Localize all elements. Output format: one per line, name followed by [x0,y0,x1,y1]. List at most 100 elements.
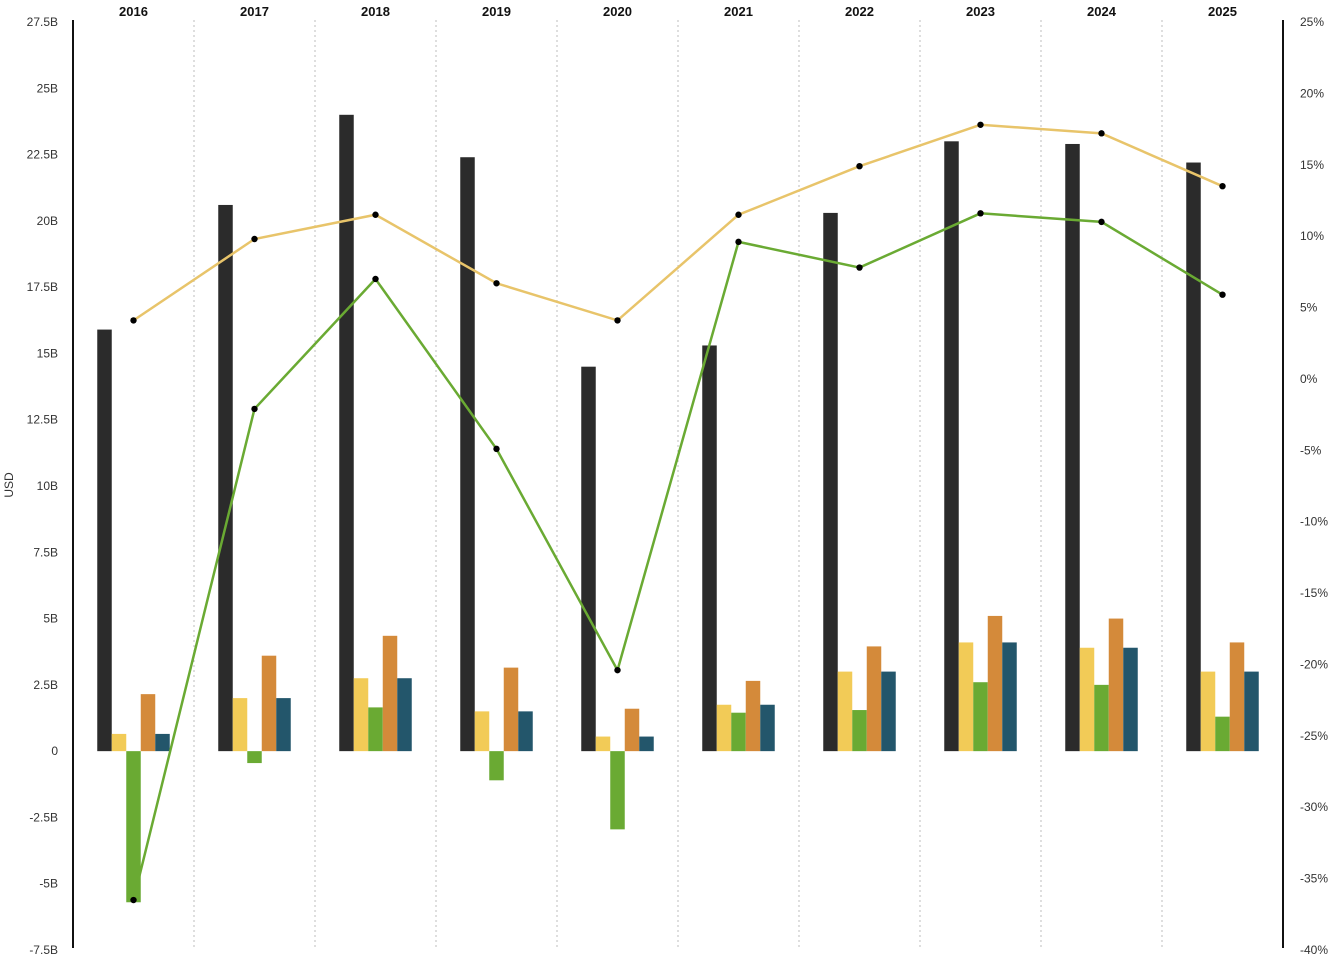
bar-mark [518,711,533,752]
bar-mark [126,751,141,903]
y-tick-label: -7.5B [29,943,58,957]
bar-mark [1123,647,1138,752]
line-series-group [130,121,1226,904]
bar-mark [460,157,475,752]
data-point [251,235,258,243]
x-tick-label: 2024 [1087,4,1117,19]
data-point [977,121,984,128]
bar-mark [881,671,896,752]
x-tick-label: 2017 [240,4,269,19]
bar-mark [1244,671,1259,752]
bar-mark [339,114,354,752]
bar-mark [382,635,398,752]
bar-mark [97,329,112,752]
bar-mark [823,212,838,752]
y2-tick-label: -30% [1300,800,1328,814]
bar-mark [973,682,988,752]
bar-mark [852,710,867,752]
y2-tick-label: -20% [1300,657,1328,671]
bar-mark [702,345,717,752]
y2-tick-label: 0% [1300,372,1318,386]
x-tick-label: 2020 [603,4,632,19]
data-point [1098,218,1105,226]
tick-labels: 27.5B 25B 22.5B 20B 17.5B 15B 12.5B 10B 7.5B 5B 2.… [27,4,1329,957]
y-axis-title: USD [2,472,16,498]
bar-mark [353,678,369,752]
y-tick-label: 22.5B [27,148,58,162]
bar-mark [745,680,761,752]
data-point [130,896,137,904]
y-tick-label: 20B [37,214,58,228]
bar-mark [716,704,732,752]
x-tick-label: 2021 [724,4,753,19]
data-point [130,317,137,324]
y2-tick-label: -40% [1300,943,1328,957]
bar-mark [140,694,156,752]
bar-mark [595,736,611,752]
y2-tick-label: -25% [1300,729,1328,743]
bar-mark [987,615,1003,752]
bar-series-group [97,114,1259,903]
grid-lines [193,20,1163,950]
data-point [1219,182,1226,190]
bar-mark [1200,671,1216,752]
y2-tick-label: 10% [1300,229,1324,243]
data-point [372,211,379,218]
y-tick-label: 5B [43,612,58,626]
series-line [132,212,1224,901]
bar-mark [639,736,654,752]
y-tick-label: 10B [37,479,58,493]
y-tick-label: 12.5B [27,413,58,427]
bar-mark [1108,618,1124,752]
x-tick-label: 2023 [966,4,995,19]
y-tick-label: 7.5B [33,545,58,559]
y-tick-label: 0 [51,744,58,758]
y-tick-label: -2.5B [29,810,58,824]
y2-tick-label: 5% [1300,301,1318,315]
bar-mark [218,204,233,752]
y2-tick-label: -5% [1300,443,1322,457]
series-line [132,123,1224,322]
bar-mark [368,707,383,752]
bar-mark [111,733,127,752]
bar-mark [1094,684,1109,752]
bar-mark [866,646,882,752]
bar-mark [232,698,248,752]
y2-tick-label: 25% [1300,15,1324,29]
y-tick-label: 25B [37,81,58,95]
data-point [493,445,500,453]
data-point [614,317,621,324]
bar-mark [958,642,974,752]
data-point [1098,130,1105,137]
bar-mark [1079,647,1095,752]
y-tick-label: 27.5B [27,15,58,29]
y2-tick-label: -15% [1300,586,1328,600]
y2-tick-label: -10% [1300,515,1328,529]
x-tick-label: 2018 [361,4,390,19]
y2-tick-label: 15% [1300,158,1324,172]
y-tick-label: -5B [39,877,58,891]
bar-mark [581,366,596,752]
data-point [735,238,742,246]
bar-mark [503,667,519,752]
bar-mark [1215,716,1230,752]
data-point [856,264,863,271]
bar-mark [1065,143,1080,752]
data-point [1219,291,1226,298]
bar-mark [261,655,277,752]
data-point [493,280,500,287]
bar-mark [624,708,640,752]
bar-mark [837,671,853,752]
y2-tick-label: 20% [1300,86,1324,100]
bar-mark [1002,642,1017,752]
data-point [977,210,984,217]
bar-mark [155,733,170,752]
bar-mark [247,751,262,764]
x-tick-label: 2019 [482,4,511,19]
bar-mark [474,711,490,752]
x-tick-label: 2025 [1208,4,1237,19]
data-point [251,405,258,413]
y-tick-label: 2.5B [33,678,58,692]
x-tick-label: 2016 [119,4,148,19]
